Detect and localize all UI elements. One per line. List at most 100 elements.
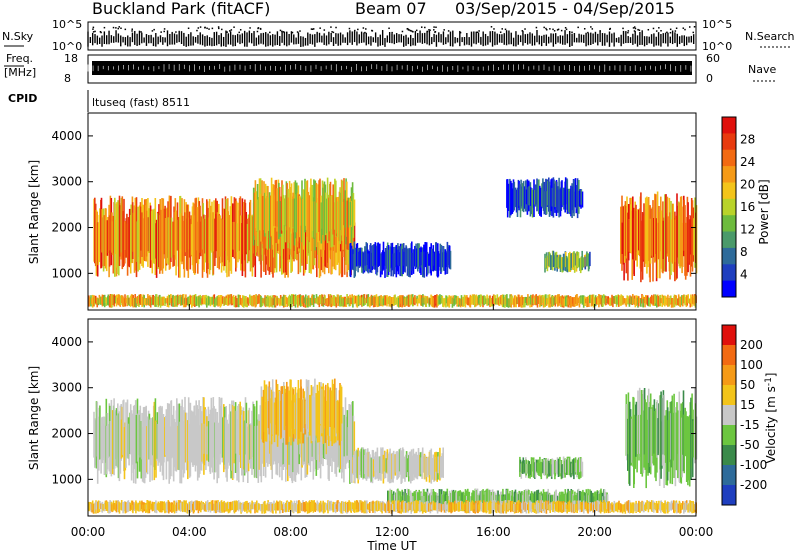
scatter-echo	[588, 298, 590, 307]
scatter-echo	[146, 416, 149, 475]
scatter-echo	[362, 295, 364, 307]
scatter-echo	[376, 500, 378, 512]
scatter-echo	[163, 426, 165, 463]
scatter-echo	[319, 502, 321, 513]
scatter-echo	[382, 454, 385, 484]
scatter-echo	[402, 449, 405, 478]
scatter-echo	[114, 295, 116, 304]
scatter-echo	[229, 206, 232, 271]
scatter-echo	[107, 294, 110, 306]
scatter-echo	[512, 496, 514, 504]
scatter-echo	[88, 295, 90, 307]
nsearch-mark	[388, 27, 390, 30]
nsky-series	[87, 26, 696, 47]
scatter-echo	[352, 415, 355, 465]
scatter-echo	[285, 209, 288, 275]
nsearch-mark	[238, 31, 240, 34]
scatter-echo	[218, 296, 221, 306]
scatter-echo	[168, 502, 171, 511]
scatter-echo	[659, 294, 662, 307]
colorbar-swatch	[722, 198, 736, 216]
scatter-echo	[654, 411, 656, 478]
scatter-echo	[314, 180, 317, 251]
scatter-echo	[109, 421, 112, 474]
colorbar-tick-label: 28	[740, 133, 755, 147]
scatter-echo	[269, 298, 272, 307]
x-tick-label: 16:00	[476, 525, 511, 539]
scatter-echo	[567, 458, 570, 476]
scatter-echo	[662, 220, 665, 259]
scatter-echo	[293, 198, 296, 246]
nsearch-mark	[199, 26, 202, 28]
power-y-axis: 1000 2000 3000 4000	[51, 129, 696, 280]
scatter-echo	[276, 500, 278, 510]
scatter-echo	[530, 294, 532, 305]
scatter-echo	[323, 396, 326, 426]
scatter-echo	[396, 489, 398, 509]
scatter-echo	[291, 502, 293, 512]
nsearch-mark	[543, 26, 545, 29]
scatter-echo	[450, 295, 452, 304]
scatter-echo	[179, 502, 182, 512]
scatter-echo	[312, 386, 314, 424]
scatter-echo	[483, 500, 485, 513]
scatter-echo	[495, 502, 498, 514]
scatter-echo	[363, 449, 365, 479]
scatter-echo	[330, 500, 332, 511]
scatter-echo	[456, 494, 458, 507]
scatter-echo	[436, 500, 439, 514]
scatter-echo	[247, 298, 250, 306]
scatter-echo	[428, 253, 430, 266]
scatter-echo	[324, 192, 327, 236]
scatter-echo	[257, 199, 259, 246]
scatter-echo	[647, 197, 650, 262]
colorbar-tick-label: -100	[740, 458, 767, 472]
scatter-echo	[226, 294, 229, 306]
scatter-echo	[528, 461, 530, 477]
scatter-echo	[676, 205, 679, 258]
scatter-echo	[306, 219, 308, 264]
scatter-echo	[204, 218, 206, 254]
nsearch-mark	[577, 26, 579, 29]
scatter-echo	[646, 500, 648, 510]
scatter-echo	[688, 215, 690, 263]
scatter-echo	[409, 298, 412, 305]
scatter-echo	[299, 295, 302, 307]
scatter-echo	[443, 490, 445, 504]
x-tick-label: 00:00	[679, 525, 714, 539]
scatter-echo	[394, 454, 397, 476]
nsearch-mark	[599, 30, 601, 32]
scatter-echo	[584, 502, 587, 510]
scatter-echo	[524, 296, 527, 303]
nsearch-mark	[335, 26, 337, 29]
nsearch-mark	[406, 28, 409, 30]
scatter-echo	[646, 196, 648, 274]
scatter-echo	[409, 247, 411, 278]
scatter-echo	[429, 492, 432, 505]
nsearch-mark	[362, 27, 365, 29]
scatter-echo	[223, 209, 226, 267]
nsearch-mark	[429, 29, 431, 31]
scatter-echo	[304, 222, 307, 270]
colorbar-swatch	[722, 133, 736, 151]
scatter-echo	[120, 500, 123, 511]
scatter-echo	[149, 297, 152, 308]
colorbar-swatch	[722, 445, 736, 466]
scatter-echo	[122, 297, 124, 307]
scatter-echo	[565, 255, 568, 272]
freq-tick-hi: 18	[64, 52, 78, 65]
scatter-echo	[581, 461, 584, 477]
scatter-echo	[628, 500, 631, 514]
scatter-echo	[507, 500, 510, 512]
scatter-echo	[290, 183, 293, 234]
scatter-echo	[356, 500, 358, 510]
nsearch-mark	[112, 26, 115, 29]
nsearch-mark	[583, 28, 586, 30]
nsearch-mark	[565, 28, 568, 31]
scatter-echo	[633, 207, 635, 276]
nsearch-mark	[692, 31, 695, 34]
scatter-echo	[463, 294, 466, 304]
scatter-echo	[99, 501, 101, 510]
scatter-echo	[666, 298, 668, 305]
nsearch-mark	[521, 30, 524, 32]
